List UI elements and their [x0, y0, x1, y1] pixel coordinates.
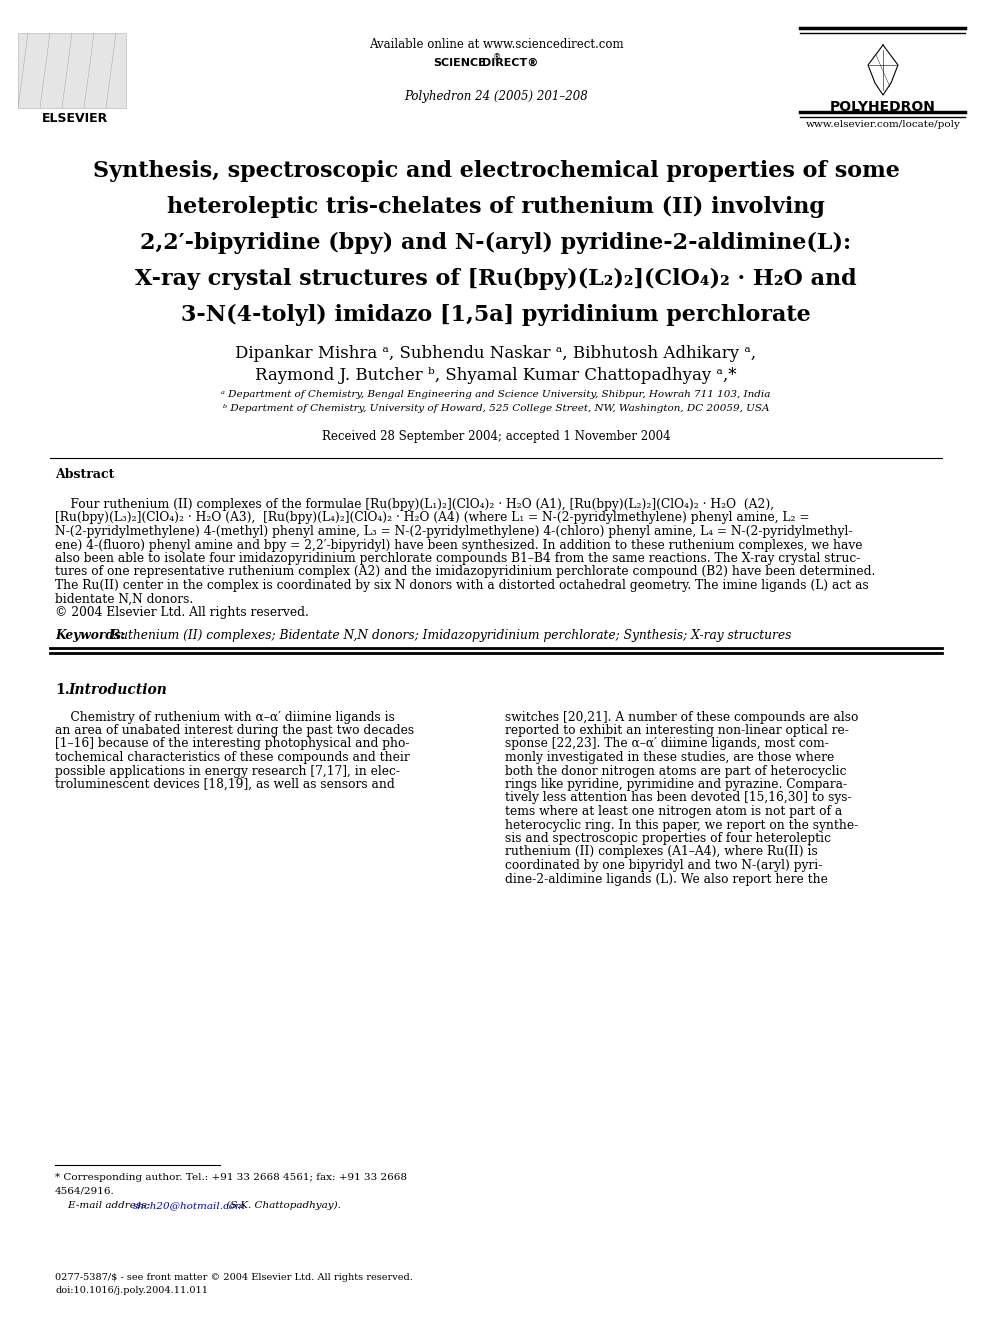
Text: www.elsevier.com/locate/poly: www.elsevier.com/locate/poly [806, 120, 960, 130]
Text: * Corresponding author. Tel.: +91 33 2668 4561; fax: +91 33 2668: * Corresponding author. Tel.: +91 33 266… [55, 1174, 407, 1181]
Text: ®: ® [493, 53, 501, 62]
Text: doi:10.1016/j.poly.2004.11.011: doi:10.1016/j.poly.2004.11.011 [55, 1286, 208, 1295]
Text: 2,2′-bipyridine (bpy) and N-(aryl) pyridine-2-aldimine(L):: 2,2′-bipyridine (bpy) and N-(aryl) pyrid… [141, 232, 851, 254]
Text: [1–16] because of the interesting photophysical and pho-: [1–16] because of the interesting photop… [55, 737, 410, 750]
Text: ᵇ Department of Chemistry, University of Howard, 525 College Street, NW, Washing: ᵇ Department of Chemistry, University of… [223, 404, 769, 413]
Text: ᵃ Department of Chemistry, Bengal Engineering and Science University, Shibpur, H: ᵃ Department of Chemistry, Bengal Engine… [221, 390, 771, 400]
Text: ruthenium (II) complexes (A1–A4), where Ru(II) is: ruthenium (II) complexes (A1–A4), where … [505, 845, 817, 859]
Text: Abstract: Abstract [55, 468, 114, 482]
Text: ene) 4-(fluoro) phenyl amine and bpy = 2,2′-bipyridyl) have been synthesized. In: ene) 4-(fluoro) phenyl amine and bpy = 2… [55, 538, 862, 552]
Text: sis and spectroscopic properties of four heteroleptic: sis and spectroscopic properties of four… [505, 832, 831, 845]
Text: an area of unabated interest during the past two decades: an area of unabated interest during the … [55, 724, 414, 737]
Text: 0277-5387/$ - see front matter © 2004 Elsevier Ltd. All rights reserved.: 0277-5387/$ - see front matter © 2004 El… [55, 1273, 413, 1282]
Text: dine-2-aldimine ligands (L). We also report here the: dine-2-aldimine ligands (L). We also rep… [505, 872, 828, 885]
Text: ELSEVIER: ELSEVIER [42, 112, 108, 124]
Text: Ruthenium (II) complexes; Bidentate N,N donors; Imidazopyridinium perchlorate; S: Ruthenium (II) complexes; Bidentate N,N … [107, 630, 792, 643]
Text: 4564/2916.: 4564/2916. [55, 1185, 115, 1195]
Text: [Ru(bpy)(L₃)₂](ClO₄)₂ · H₂O (A3),  [Ru(bpy)(L₄)₂](ClO₄)₂ · H₂O (A4) (where L₁ = : [Ru(bpy)(L₃)₂](ClO₄)₂ · H₂O (A3), [Ru(bp… [55, 512, 809, 524]
Text: 1.: 1. [55, 683, 69, 696]
Text: X-ray crystal structures of [Ru(bpy)(L₂)₂](ClO₄)₂ · H₂O and: X-ray crystal structures of [Ru(bpy)(L₂)… [135, 269, 857, 290]
Text: Received 28 September 2004; accepted 1 November 2004: Received 28 September 2004; accepted 1 N… [321, 430, 671, 443]
Text: N-(2-pyridylmethylene) 4-(methyl) phenyl amine, L₃ = N-(2-pyridylmethylene) 4-(c: N-(2-pyridylmethylene) 4-(methyl) phenyl… [55, 525, 852, 538]
Text: Keywords:: Keywords: [55, 630, 125, 643]
Text: Four ruthenium (II) complexes of the formulae [Ru(bpy)(L₁)₂](ClO₄)₂ · H₂O (A1), : Four ruthenium (II) complexes of the for… [55, 497, 774, 511]
Text: Available online at www.sciencedirect.com: Available online at www.sciencedirect.co… [369, 38, 623, 52]
Text: Dipankar Mishra ᵃ, Subhendu Naskar ᵃ, Bibhutosh Adhikary ᵃ,: Dipankar Mishra ᵃ, Subhendu Naskar ᵃ, Bi… [235, 345, 757, 363]
Text: POLYHEDRON: POLYHEDRON [830, 101, 935, 114]
Text: Synthesis, spectroscopic and electrochemical properties of some: Synthesis, spectroscopic and electrochem… [92, 160, 900, 183]
Text: Introduction: Introduction [68, 683, 167, 696]
Text: (S.K. Chattopadhyay).: (S.K. Chattopadhyay). [223, 1201, 341, 1211]
Text: Polyhedron 24 (2005) 201–208: Polyhedron 24 (2005) 201–208 [404, 90, 588, 103]
Text: The Ru(II) center in the complex is coordinated by six N donors with a distorted: The Ru(II) center in the complex is coor… [55, 579, 869, 591]
Text: tively less attention has been devoted [15,16,30] to sys-: tively less attention has been devoted [… [505, 791, 851, 804]
Text: possible applications in energy research [7,17], in elec-: possible applications in energy research… [55, 765, 400, 778]
Text: tems where at least one nitrogen atom is not part of a: tems where at least one nitrogen atom is… [505, 804, 842, 818]
Text: 3-N(4-tolyl) imidazo [1,5a] pyridinium perchlorate: 3-N(4-tolyl) imidazo [1,5a] pyridinium p… [182, 304, 810, 325]
Text: Raymond J. Butcher ᵇ, Shyamal Kumar Chattopadhyay ᵃ,*: Raymond J. Butcher ᵇ, Shyamal Kumar Chat… [255, 366, 737, 384]
Text: SCIENCE: SCIENCE [434, 58, 486, 67]
Text: © 2004 Elsevier Ltd. All rights reserved.: © 2004 Elsevier Ltd. All rights reserved… [55, 606, 309, 619]
Text: tures of one representative ruthenium complex (A2) and the imidazopyridinium per: tures of one representative ruthenium co… [55, 565, 875, 578]
Text: tochemical characteristics of these compounds and their: tochemical characteristics of these comp… [55, 751, 410, 763]
Text: troluminescent devices [18,19], as well as sensors and: troluminescent devices [18,19], as well … [55, 778, 395, 791]
Text: rings like pyridine, pyrimidine and pyrazine. Compara-: rings like pyridine, pyrimidine and pyra… [505, 778, 847, 791]
Text: shch20@hotmail.com: shch20@hotmail.com [133, 1201, 246, 1211]
Text: also been able to isolate four imidazopyridinium perchlorate compounds B1–B4 fro: also been able to isolate four imidazopy… [55, 552, 860, 565]
Text: both the donor nitrogen atoms are part of heterocyclic: both the donor nitrogen atoms are part o… [505, 765, 846, 778]
Text: Chemistry of ruthenium with α–α′ diimine ligands is: Chemistry of ruthenium with α–α′ diimine… [55, 710, 395, 724]
Text: bidentate N,N donors.: bidentate N,N donors. [55, 593, 193, 606]
Text: monly investigated in these studies, are those where: monly investigated in these studies, are… [505, 751, 834, 763]
Text: heteroleptic tris-chelates of ruthenium (II) involving: heteroleptic tris-chelates of ruthenium … [167, 196, 825, 218]
Bar [18, 33, 126, 108]
Text: E-mail address:: E-mail address: [55, 1201, 154, 1211]
Text: DIRECT®: DIRECT® [482, 58, 539, 67]
Text: reported to exhibit an interesting non-linear optical re-: reported to exhibit an interesting non-l… [505, 724, 849, 737]
Text: switches [20,21]. A number of these compounds are also: switches [20,21]. A number of these comp… [505, 710, 858, 724]
Text: sponse [22,23]. The α–α′ diimine ligands, most com-: sponse [22,23]. The α–α′ diimine ligands… [505, 737, 829, 750]
Text: heterocyclic ring. In this paper, we report on the synthe-: heterocyclic ring. In this paper, we rep… [505, 819, 858, 831]
Text: coordinated by one bipyridyl and two N-(aryl) pyri-: coordinated by one bipyridyl and two N-(… [505, 859, 822, 872]
